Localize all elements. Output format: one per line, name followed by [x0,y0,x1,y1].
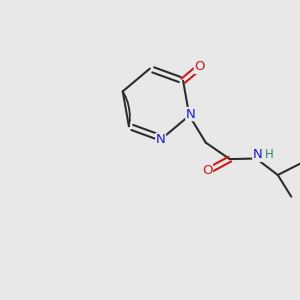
Text: O: O [202,164,212,177]
Text: N: N [156,134,166,146]
Text: H: H [264,148,273,161]
Text: N: N [186,108,196,121]
Text: O: O [194,60,205,74]
Text: N: N [253,148,262,161]
